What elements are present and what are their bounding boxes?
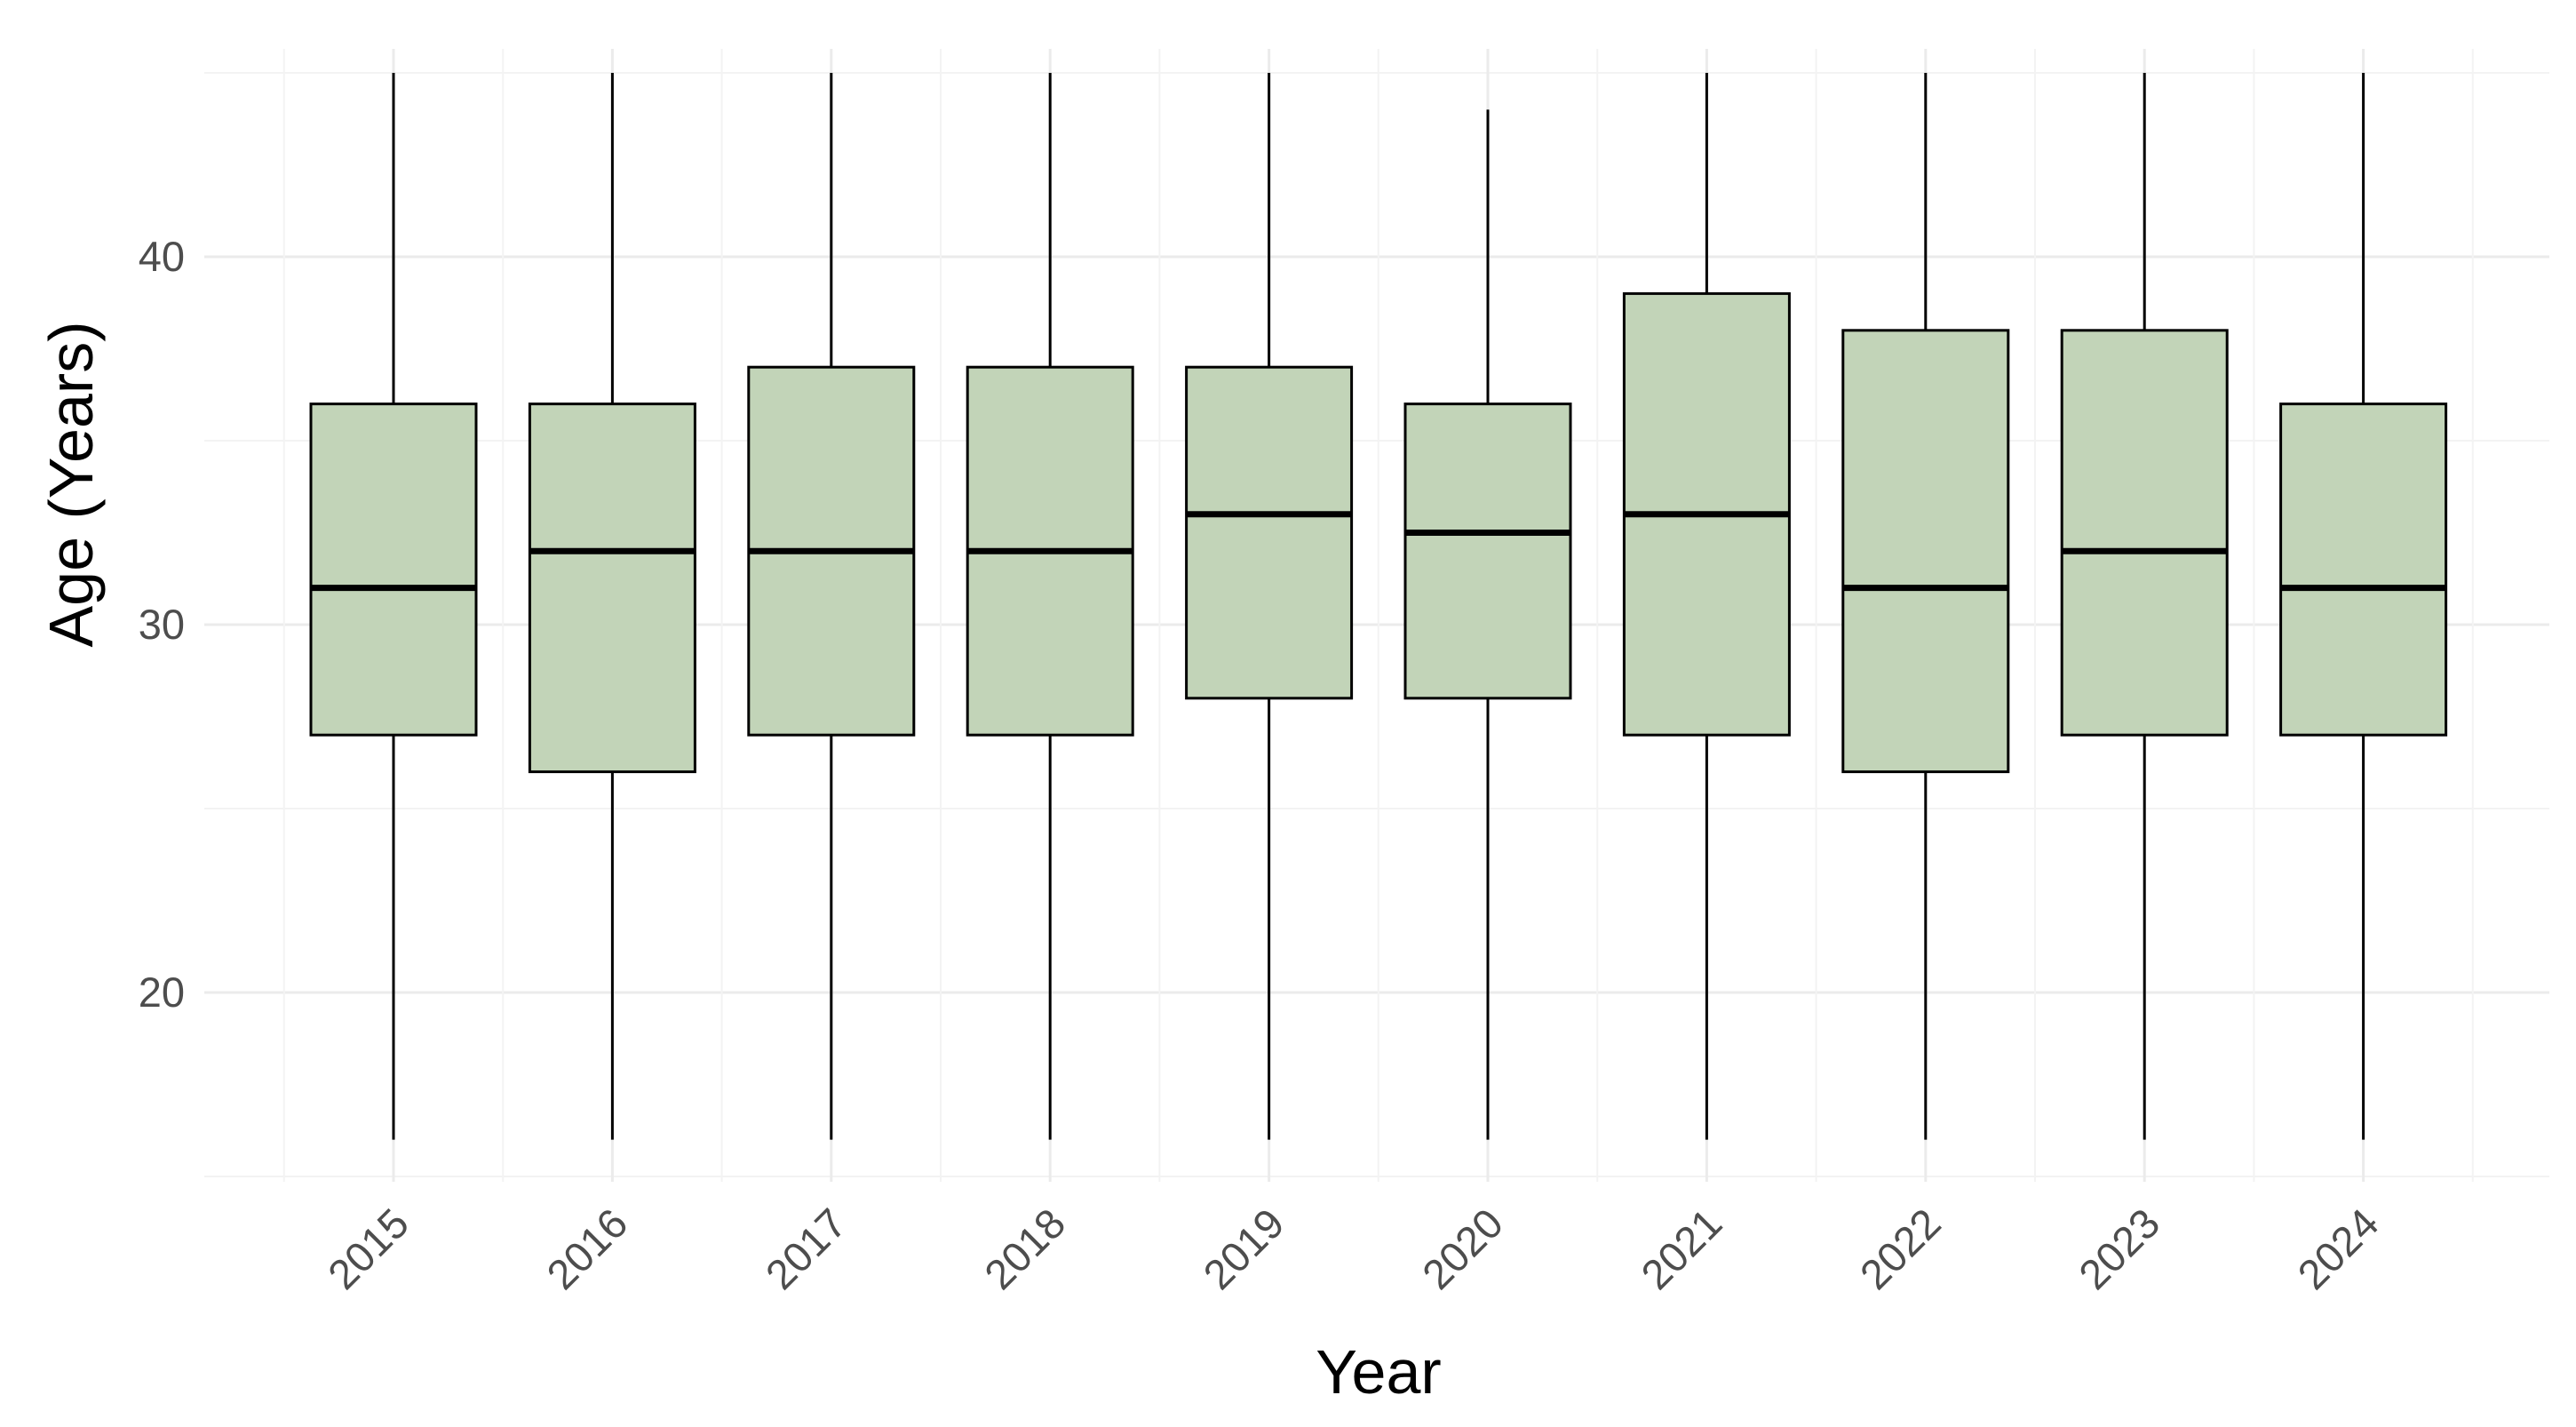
box-2019: [1185, 73, 1354, 1140]
box-body: [528, 403, 696, 774]
box-2023: [2060, 73, 2229, 1140]
x-tick-label-2020: 2020: [1413, 1200, 1512, 1298]
x-tick-label-2024: 2024: [2288, 1200, 2387, 1298]
y-tick-label: 40: [139, 233, 185, 280]
x-tick-label-2019: 2019: [1194, 1200, 1292, 1298]
box-body: [1403, 403, 1572, 700]
box-2016: [528, 73, 696, 1140]
box-body: [309, 403, 478, 737]
x-tick-label-2018: 2018: [975, 1200, 1074, 1298]
x-tick-label-2017: 2017: [756, 1200, 855, 1298]
box-2024: [2279, 73, 2448, 1140]
y-axis-ticks: 20 30 40: [139, 233, 185, 1016]
y-axis-title: Age (Years): [36, 321, 106, 647]
box-body: [1185, 365, 1354, 700]
box-2015: [309, 73, 478, 1140]
x-axis-title: Year: [1316, 1337, 1441, 1407]
x-tick-label-2015: 2015: [319, 1200, 417, 1298]
x-axis-ticks: 2015 2016 2017 2018 2019 2020 2021 2022 2023 2024: [319, 1200, 2388, 1298]
box-2017: [747, 73, 916, 1140]
x-tick-label-2021: 2021: [1632, 1200, 1730, 1298]
y-tick-label: 30: [139, 601, 185, 648]
box-body: [2060, 329, 2229, 737]
box-body: [2279, 403, 2448, 737]
box-2020: [1403, 109, 1572, 1140]
box-2021: [1622, 73, 1791, 1140]
x-tick-label-2016: 2016: [537, 1200, 636, 1298]
boxes: [309, 73, 2448, 1140]
box-2022: [1841, 73, 2010, 1140]
y-tick-label: 20: [139, 969, 185, 1016]
box-body: [1841, 329, 2010, 774]
box-2018: [966, 73, 1134, 1140]
x-tick-label-2023: 2023: [2070, 1200, 2168, 1298]
x-tick-label-2022: 2022: [1850, 1200, 1949, 1298]
